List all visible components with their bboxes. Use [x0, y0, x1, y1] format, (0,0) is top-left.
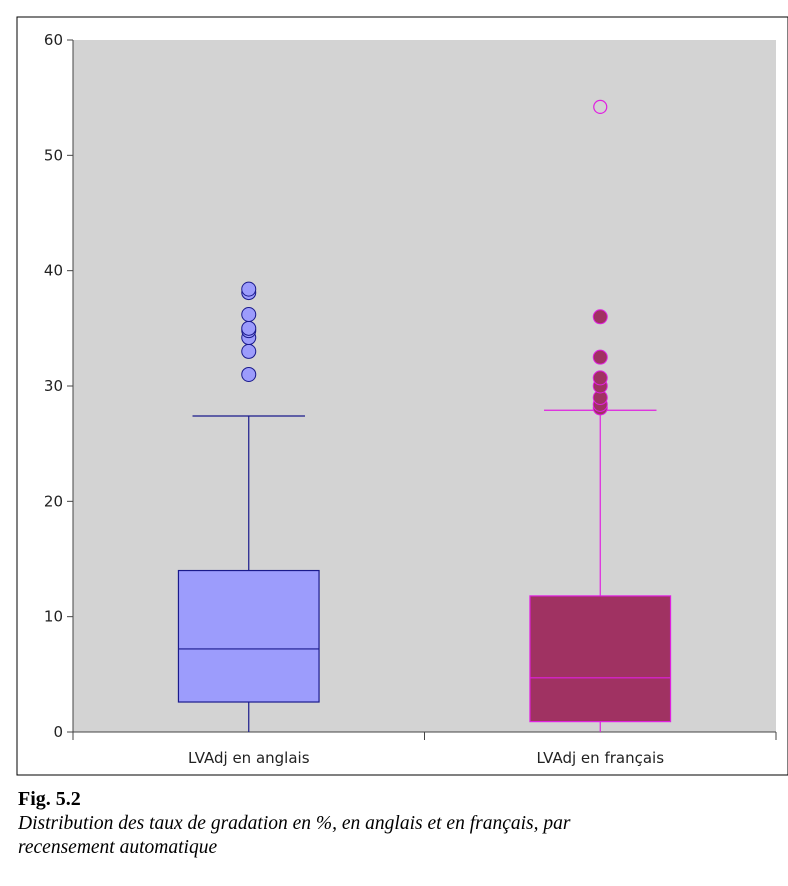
boxes-layer	[177, 99, 672, 732]
x-category-label: LVAdj en anglais	[188, 749, 310, 767]
outlier-point	[241, 306, 257, 322]
extreme-outlier-point	[593, 99, 608, 114]
y-tick-label: 0	[53, 723, 63, 741]
box	[177, 569, 320, 703]
outlier-point	[592, 370, 608, 386]
figure-caption: Fig. 5.2 Distribution des taux de gradat…	[18, 786, 788, 860]
outlier-point	[241, 366, 257, 382]
y-tick-label: 30	[44, 377, 63, 395]
caption-title: Fig. 5.2	[18, 788, 81, 810]
y-tick-label: 40	[44, 262, 63, 280]
y-tick-label: 20	[44, 492, 63, 510]
caption-text: Distribution des taux de gradation en %,…	[18, 812, 788, 860]
box-series	[177, 281, 320, 732]
caption-line-2: recensement automatique	[18, 837, 218, 858]
box	[529, 595, 672, 723]
outlier-point	[592, 309, 608, 325]
x-category-label: LVAdj en français	[536, 749, 664, 767]
outlier-point	[241, 320, 257, 336]
outlier-point	[241, 343, 257, 359]
y-axis: 0 10 20 30 40 50 60	[44, 31, 74, 741]
outlier-point	[592, 349, 608, 365]
y-tick-label: 10	[44, 608, 63, 626]
outlier-point	[241, 281, 257, 297]
x-axis: LVAdj en anglais LVAdj en français	[72, 731, 777, 767]
y-tick-label: 60	[44, 31, 63, 49]
box-series	[529, 99, 672, 732]
y-tick-label: 50	[44, 146, 63, 164]
caption-line-1: Distribution des taux de gradation en %,…	[18, 813, 571, 834]
